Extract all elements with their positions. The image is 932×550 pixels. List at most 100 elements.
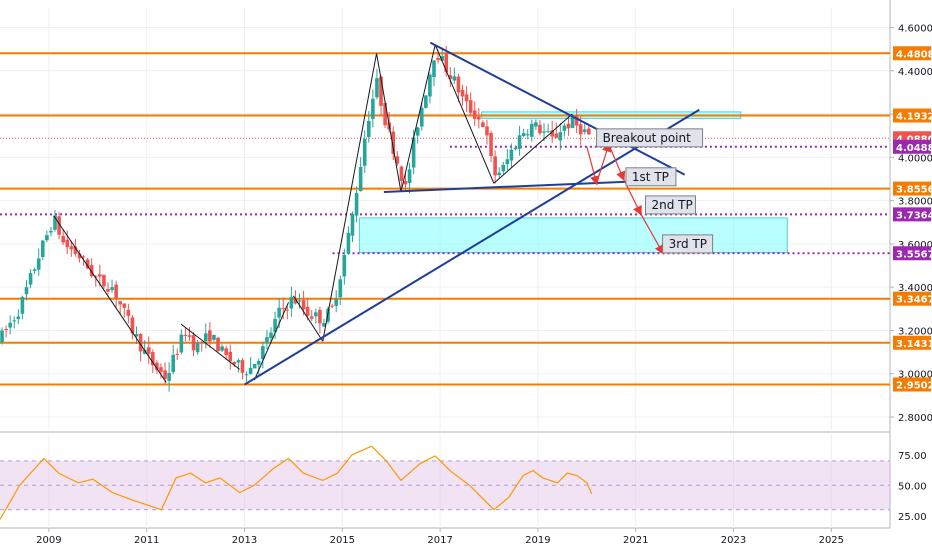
pattern-line bbox=[180, 323, 240, 370]
candle-body bbox=[36, 258, 41, 270]
osc-tick-label: 25.00 bbox=[898, 512, 927, 523]
level-price-label: 4.1932 bbox=[896, 112, 932, 123]
candle-body bbox=[203, 333, 208, 342]
x-tick-label: 2021 bbox=[623, 535, 648, 546]
candle-body bbox=[334, 298, 338, 306]
annotation-text: 2nd TP bbox=[651, 198, 692, 212]
candle-body bbox=[199, 342, 204, 344]
time-axis: 2009 2011 2013 2015 2017 2019 2021 2023 2025 bbox=[36, 528, 844, 546]
candle-body bbox=[517, 135, 522, 149]
candle-body bbox=[574, 115, 579, 126]
oscillator-panel bbox=[0, 445, 890, 520]
candle-body bbox=[505, 159, 510, 165]
forecast-arrow bbox=[608, 144, 626, 182]
highlight-zones bbox=[358, 111, 788, 254]
oscillator-band bbox=[0, 460, 890, 510]
candle-body bbox=[375, 78, 379, 98]
osc-tick-label: 50.00 bbox=[898, 481, 927, 492]
trendline bbox=[429, 41, 686, 176]
candle-body bbox=[293, 298, 298, 304]
candle-body bbox=[546, 131, 550, 133]
candle-body bbox=[183, 334, 188, 336]
candle-body bbox=[562, 125, 567, 131]
candle-body bbox=[509, 149, 514, 161]
candle-body bbox=[436, 57, 440, 61]
pattern-line bbox=[292, 295, 324, 342]
candle-body bbox=[175, 353, 180, 355]
x-tick-label: 2013 bbox=[232, 535, 257, 546]
x-tick-label: 2011 bbox=[134, 535, 159, 546]
candle-body bbox=[81, 256, 86, 258]
candle-body bbox=[106, 289, 110, 292]
candle-body bbox=[73, 246, 78, 254]
candle-body bbox=[146, 347, 151, 354]
pattern-line bbox=[400, 44, 436, 193]
candle-body bbox=[318, 309, 322, 324]
candle-body bbox=[525, 134, 530, 136]
candle-body bbox=[464, 94, 469, 102]
candle-body bbox=[342, 254, 347, 277]
candle-body bbox=[309, 316, 314, 319]
annotation-label: 3rd TP bbox=[662, 234, 714, 254]
annotation-label: 1st TP bbox=[625, 167, 677, 187]
candle-body bbox=[122, 303, 127, 308]
candle-body bbox=[12, 320, 17, 322]
candle-body bbox=[570, 117, 575, 128]
candle-body bbox=[399, 166, 404, 181]
candle-body bbox=[395, 156, 400, 164]
x-tick-label: 2023 bbox=[721, 535, 746, 546]
candle-body bbox=[159, 367, 163, 372]
candle-body bbox=[248, 367, 253, 374]
candle-body bbox=[415, 127, 420, 136]
candle-body bbox=[151, 352, 155, 366]
candle-body bbox=[314, 312, 318, 317]
candle-body bbox=[252, 363, 257, 369]
candle-body bbox=[501, 164, 506, 172]
candle-body bbox=[45, 235, 49, 241]
candle-body bbox=[448, 75, 453, 79]
candle-body bbox=[8, 322, 12, 328]
candle-body bbox=[134, 334, 139, 337]
candle-body bbox=[273, 318, 277, 333]
pattern-line bbox=[322, 53, 378, 342]
candle-body bbox=[297, 300, 302, 302]
annotation-box bbox=[625, 167, 677, 187]
candle-body bbox=[452, 76, 457, 81]
candle-body bbox=[130, 317, 135, 334]
candle-body bbox=[424, 95, 428, 108]
candle-body bbox=[167, 372, 171, 381]
candle-body bbox=[432, 60, 436, 78]
candle-body bbox=[232, 362, 237, 365]
annotation-box bbox=[596, 128, 704, 148]
candle-body bbox=[354, 193, 359, 216]
candle-body bbox=[419, 107, 424, 127]
candle-body bbox=[208, 330, 212, 342]
y-tick-label: 3.4000 bbox=[898, 283, 932, 294]
level-price-label: 4.4808 bbox=[896, 49, 932, 60]
trendline bbox=[243, 108, 700, 386]
level-price-label: 3.8556 bbox=[896, 185, 932, 196]
candle-body bbox=[57, 216, 61, 235]
annotation-box bbox=[662, 234, 714, 254]
candle-body bbox=[236, 360, 241, 363]
candle-body bbox=[383, 102, 387, 126]
candle-body bbox=[69, 246, 74, 250]
level-price-tag bbox=[893, 377, 931, 392]
candle-body bbox=[534, 122, 538, 127]
candle-body bbox=[558, 132, 563, 141]
level-price-label: 3.3467 bbox=[896, 295, 932, 306]
candle-body bbox=[195, 343, 200, 353]
price-axis: 4.60004.40004.20004.00003.80003.60003.40… bbox=[890, 23, 932, 523]
candle-body bbox=[358, 167, 363, 192]
candle-body bbox=[301, 300, 306, 310]
oscillator-line bbox=[0, 445, 593, 520]
candle-body bbox=[155, 362, 159, 370]
level-price-tag bbox=[893, 181, 931, 196]
horizontal-levels bbox=[0, 52, 890, 386]
forecast-arrow bbox=[586, 146, 600, 186]
level-price-tag bbox=[893, 108, 931, 123]
candle-body bbox=[582, 129, 587, 133]
level-price-tag bbox=[893, 246, 931, 261]
candle-body bbox=[489, 132, 493, 157]
candle-body bbox=[391, 131, 396, 154]
